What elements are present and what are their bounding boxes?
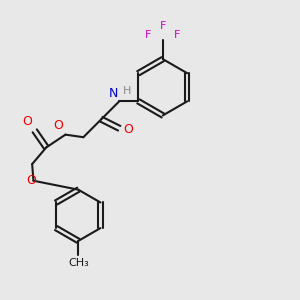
Text: O: O [26, 174, 36, 187]
Text: O: O [22, 115, 32, 128]
Text: O: O [53, 118, 63, 132]
Text: F: F [160, 21, 166, 31]
Text: F: F [174, 30, 180, 40]
Text: F: F [145, 30, 151, 40]
Text: CH₃: CH₃ [68, 257, 89, 268]
Text: H: H [123, 86, 131, 96]
Text: N: N [109, 87, 118, 100]
Text: O: O [123, 123, 133, 136]
